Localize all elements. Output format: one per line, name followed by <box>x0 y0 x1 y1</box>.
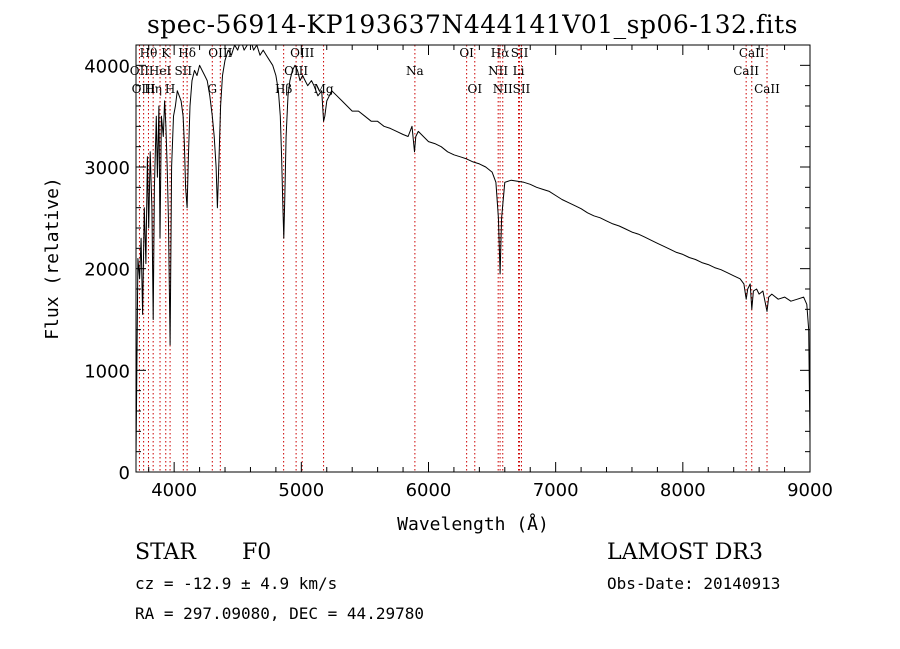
line-marker-label: OI <box>459 46 474 60</box>
line-marker-label: HeI <box>149 64 172 78</box>
redshift-text: cz = -12.9 ± 4.9 km/s <box>135 574 338 593</box>
line-marker-label: Hη <box>144 82 162 96</box>
survey-name: LAMOST DR3 <box>607 540 763 565</box>
line-marker-label: NII <box>488 64 508 78</box>
line-marker-label: H <box>165 82 175 96</box>
line-marker-label: CaII <box>754 82 780 96</box>
x-tick-label: 8000 <box>660 480 706 501</box>
x-axis-label: Wavelength (Å) <box>397 513 549 535</box>
line-marker-label: OII <box>130 64 150 78</box>
line-marker-label: OIII <box>284 64 308 78</box>
x-tick-label: 5000 <box>278 480 324 501</box>
line-marker-label: SII <box>174 64 192 78</box>
y-tick-label: 2000 <box>84 260 130 281</box>
line-marker-label: SII <box>513 82 531 96</box>
x-tick-label: 7000 <box>533 480 579 501</box>
y-axis-label: Flux (relative) <box>42 177 63 340</box>
line-marker-label: Hδ <box>178 46 196 60</box>
line-marker-label: K <box>161 46 171 60</box>
line-marker-label: OIII <box>290 46 314 60</box>
line-marker-label: Hα <box>491 46 510 60</box>
line-marker-label: CaII <box>739 46 765 60</box>
coordinates: RA = 297.09080, DEC = 44.29780 <box>135 604 424 623</box>
line-marker-label: Mg <box>314 82 334 96</box>
line-marker-label: CaII <box>733 64 759 78</box>
chart-title: spec-56914-KP193637N444141V01_sp06-132.f… <box>146 10 799 39</box>
line-marker-label: Na <box>406 64 424 78</box>
spectrum-line <box>136 45 810 460</box>
line-marker-label: SII <box>511 46 529 60</box>
object-class: STAR <box>135 540 196 565</box>
y-tick-label: 0 <box>119 463 130 484</box>
line-marker-label: NII <box>493 82 513 96</box>
plot-frame <box>135 44 811 473</box>
x-tick-label: 6000 <box>406 480 452 501</box>
x-tick-label: 4000 <box>151 480 197 501</box>
x-tick-label: 9000 <box>787 480 833 501</box>
line-marker-label: OI <box>467 82 482 96</box>
obs-date: Obs-Date: 20140913 <box>607 574 781 593</box>
object-subclass: F0 <box>242 540 272 565</box>
line-marker-label: G <box>208 82 218 96</box>
line-marker-label: Li <box>513 64 525 78</box>
y-tick-label: 3000 <box>84 158 130 179</box>
y-tick-label: 4000 <box>84 56 130 77</box>
y-tick-label: 1000 <box>84 361 130 382</box>
